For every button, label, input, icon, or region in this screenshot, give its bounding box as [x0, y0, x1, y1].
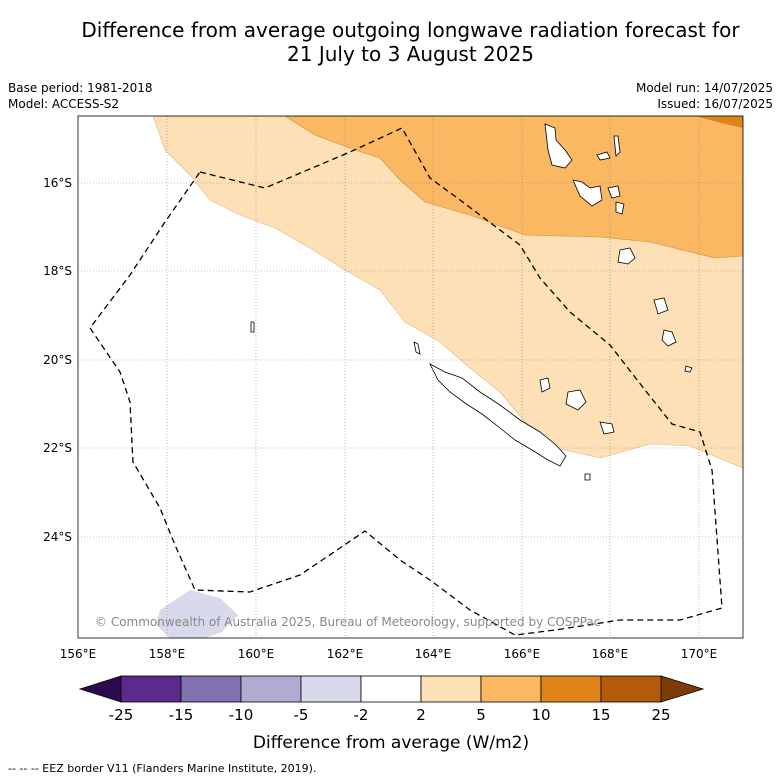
eez-footnote: -- -- -- EEZ border V11 (Flanders Marine…: [8, 762, 317, 775]
colorbar-tick-label: 25: [651, 706, 670, 724]
model-run: Model run: 14/07/2025: [635, 81, 773, 95]
lon-labels: 156°E 158°E 160°E 162°E 164°E 166°E 168°…: [60, 647, 718, 661]
meta-left: Base period: 1981-2018 Model: ACCESS-S2: [8, 80, 153, 112]
colorbar-tick-label: -25: [109, 706, 134, 724]
lon-label: 164°E: [415, 647, 452, 661]
lon-label: 156°E: [60, 647, 97, 661]
gridlines: [78, 116, 743, 638]
lat-label: 22°S: [43, 441, 72, 455]
colorbar-bin: [540, 675, 602, 703]
colorbar-tick-label: 2: [416, 706, 426, 724]
island: [599, 421, 615, 435]
island: [653, 297, 669, 315]
lon-label: 162°E: [327, 647, 364, 661]
anomaly-10-15-region: [695, 116, 743, 128]
colorbar-tick-label: 5: [476, 706, 486, 724]
title-line-2: 21 July to 3 August 2025: [287, 42, 534, 66]
island: [617, 247, 636, 265]
colorbar-bin: [480, 675, 542, 703]
island: [684, 365, 693, 373]
island: [565, 389, 587, 411]
new-caledonia-island: [429, 363, 567, 467]
colorbar-bin: [420, 675, 482, 703]
colorbar-bin: [240, 675, 302, 703]
colorbar-tick-label: -2: [354, 706, 369, 724]
model-name: Model: ACCESS-S2: [8, 97, 120, 111]
island: [250, 321, 255, 333]
lon-label: 168°E: [592, 647, 629, 661]
colorbar: -25 -15 -10 -5 -2 2 5 10 15 25 Difference from av…: [78, 675, 705, 753]
lon-label: 166°E: [504, 647, 541, 661]
map-title: Difference from average outgoing longwav…: [0, 18, 781, 66]
map-frame: [77, 115, 744, 639]
colorbar-tick-label: -15: [169, 706, 194, 724]
island: [413, 341, 421, 355]
colorbar-tick-label: 10: [531, 706, 550, 724]
colorbar-bin: [300, 675, 362, 703]
base-period: Base period: 1981-2018: [8, 81, 153, 95]
lat-label: 18°S: [43, 264, 72, 278]
issued-date: Issued: 16/07/2025: [657, 97, 773, 111]
eez-border: [89, 127, 723, 636]
island: [544, 123, 573, 169]
colorbar-bin: [600, 675, 662, 703]
meta-right: Model run: 14/07/2025 Issued: 16/07/2025: [636, 80, 773, 112]
colorbar-bin: [360, 675, 422, 703]
lat-labels: 16°S 18°S 20°S 22°S 24°S: [43, 176, 72, 544]
anomaly-5-10-region: [284, 116, 743, 259]
colorbar-tick-label: -5: [294, 706, 309, 724]
island: [661, 329, 677, 347]
colorbar-high-extend: [660, 675, 705, 703]
map-area: © Commonwealth of Australia 2025, Bureau…: [78, 116, 743, 638]
lat-label: 16°S: [43, 176, 72, 190]
islands: [250, 123, 693, 481]
anomaly-neg-2-5-region: [156, 590, 238, 638]
colorbar-label: Difference from average (W/m2): [253, 733, 529, 753]
colorbar-bin: [120, 675, 182, 703]
lat-label: 20°S: [43, 353, 72, 367]
colorbar-low-extend: [78, 675, 122, 703]
colorbar-tick-label: 15: [591, 706, 610, 724]
island: [539, 377, 551, 393]
lat-label: 24°S: [43, 530, 72, 544]
island: [615, 201, 625, 215]
island: [613, 135, 621, 157]
colorbar-tick-label: -10: [229, 706, 254, 724]
lon-label: 158°E: [149, 647, 186, 661]
title-line-1: Difference from average outgoing longwav…: [81, 18, 740, 42]
lon-label: 170°E: [681, 647, 718, 661]
lon-label: 160°E: [238, 647, 275, 661]
island: [607, 185, 621, 199]
colorbar-bin: [180, 675, 242, 703]
island: [584, 473, 591, 481]
island: [596, 151, 611, 161]
copyright-text: © Commonwealth of Australia 2025, Bureau…: [95, 615, 600, 629]
island: [572, 179, 603, 207]
